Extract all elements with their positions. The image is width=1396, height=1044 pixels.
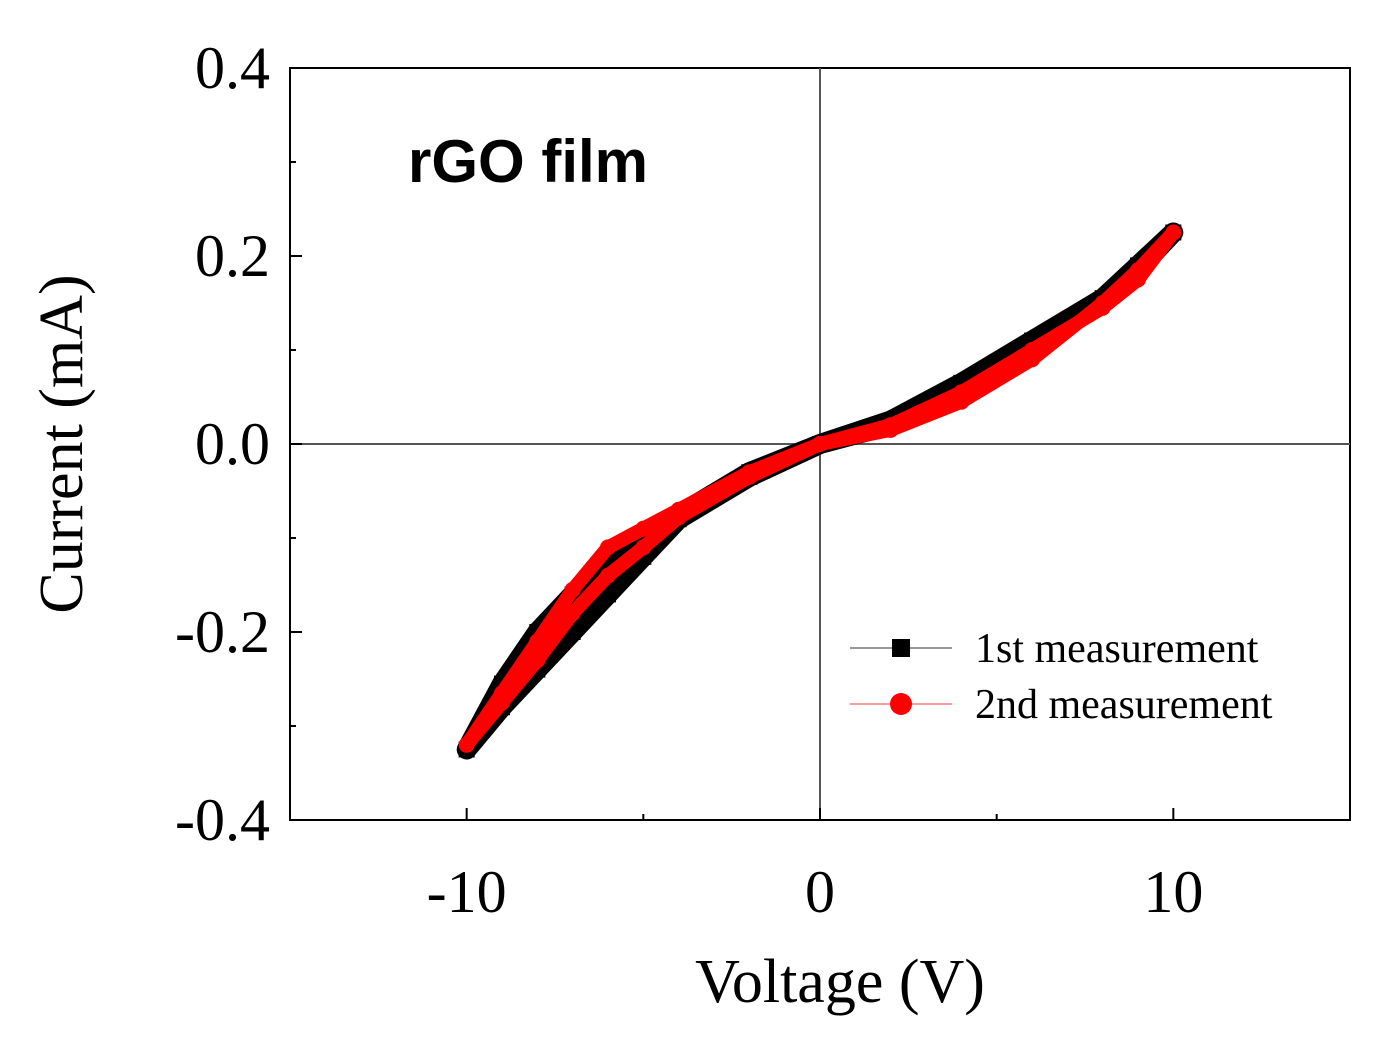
legend-label-1st: 1st measurement [975, 626, 1259, 672]
data-point [600, 567, 616, 584]
legend-marker-circle [890, 693, 912, 715]
data-point [953, 393, 970, 410]
legend-item-2nd: 2nd measurement [850, 682, 1273, 728]
legend-item-1st: 1st measurement [850, 626, 1259, 672]
series-2 [458, 224, 1182, 753]
data-point [812, 436, 828, 452]
data-point [600, 539, 616, 556]
legend: 1st measurement 2nd measurement [850, 626, 1273, 728]
data-point [635, 539, 652, 556]
data-point [564, 605, 581, 622]
data-point [1024, 351, 1040, 368]
x-tick-label: 10 [1143, 859, 1203, 925]
data-point [458, 736, 475, 753]
x-tick-label: -10 [427, 859, 507, 925]
data-point [670, 501, 687, 518]
y-tick-label: 0.2 [195, 223, 270, 289]
x-tick-labels: -10 0 10 [427, 859, 1204, 925]
sample-annotation: rGO film [408, 128, 648, 195]
x-axis-title: Voltage (V) [695, 948, 985, 1016]
series-layer [456, 222, 1184, 760]
data-point [494, 685, 510, 702]
legend-label-2nd: 2nd measurement [975, 682, 1273, 728]
y-tick-labels: -0.4 -0.2 0.0 0.2 0.4 [175, 35, 270, 853]
y-axis-title: Current (mA) [28, 274, 96, 613]
y-tick-label: -0.2 [175, 599, 270, 665]
data-point [529, 633, 546, 650]
data-point [1165, 224, 1182, 241]
data-point [1130, 262, 1146, 279]
data-point [529, 652, 546, 669]
data-point [564, 581, 581, 598]
data-point [635, 520, 652, 537]
legend-marker-square [892, 639, 910, 657]
y-tick-label: -0.4 [175, 787, 270, 853]
x-tick-label: 0 [805, 859, 835, 925]
data-point [741, 464, 758, 481]
axis-ticks [289, 67, 1351, 821]
data-point [600, 586, 616, 603]
data-point [882, 421, 899, 438]
y-tick-label: 0.4 [195, 35, 270, 101]
y-tick-label: 0.0 [195, 411, 270, 477]
data-point [1094, 295, 1111, 311]
